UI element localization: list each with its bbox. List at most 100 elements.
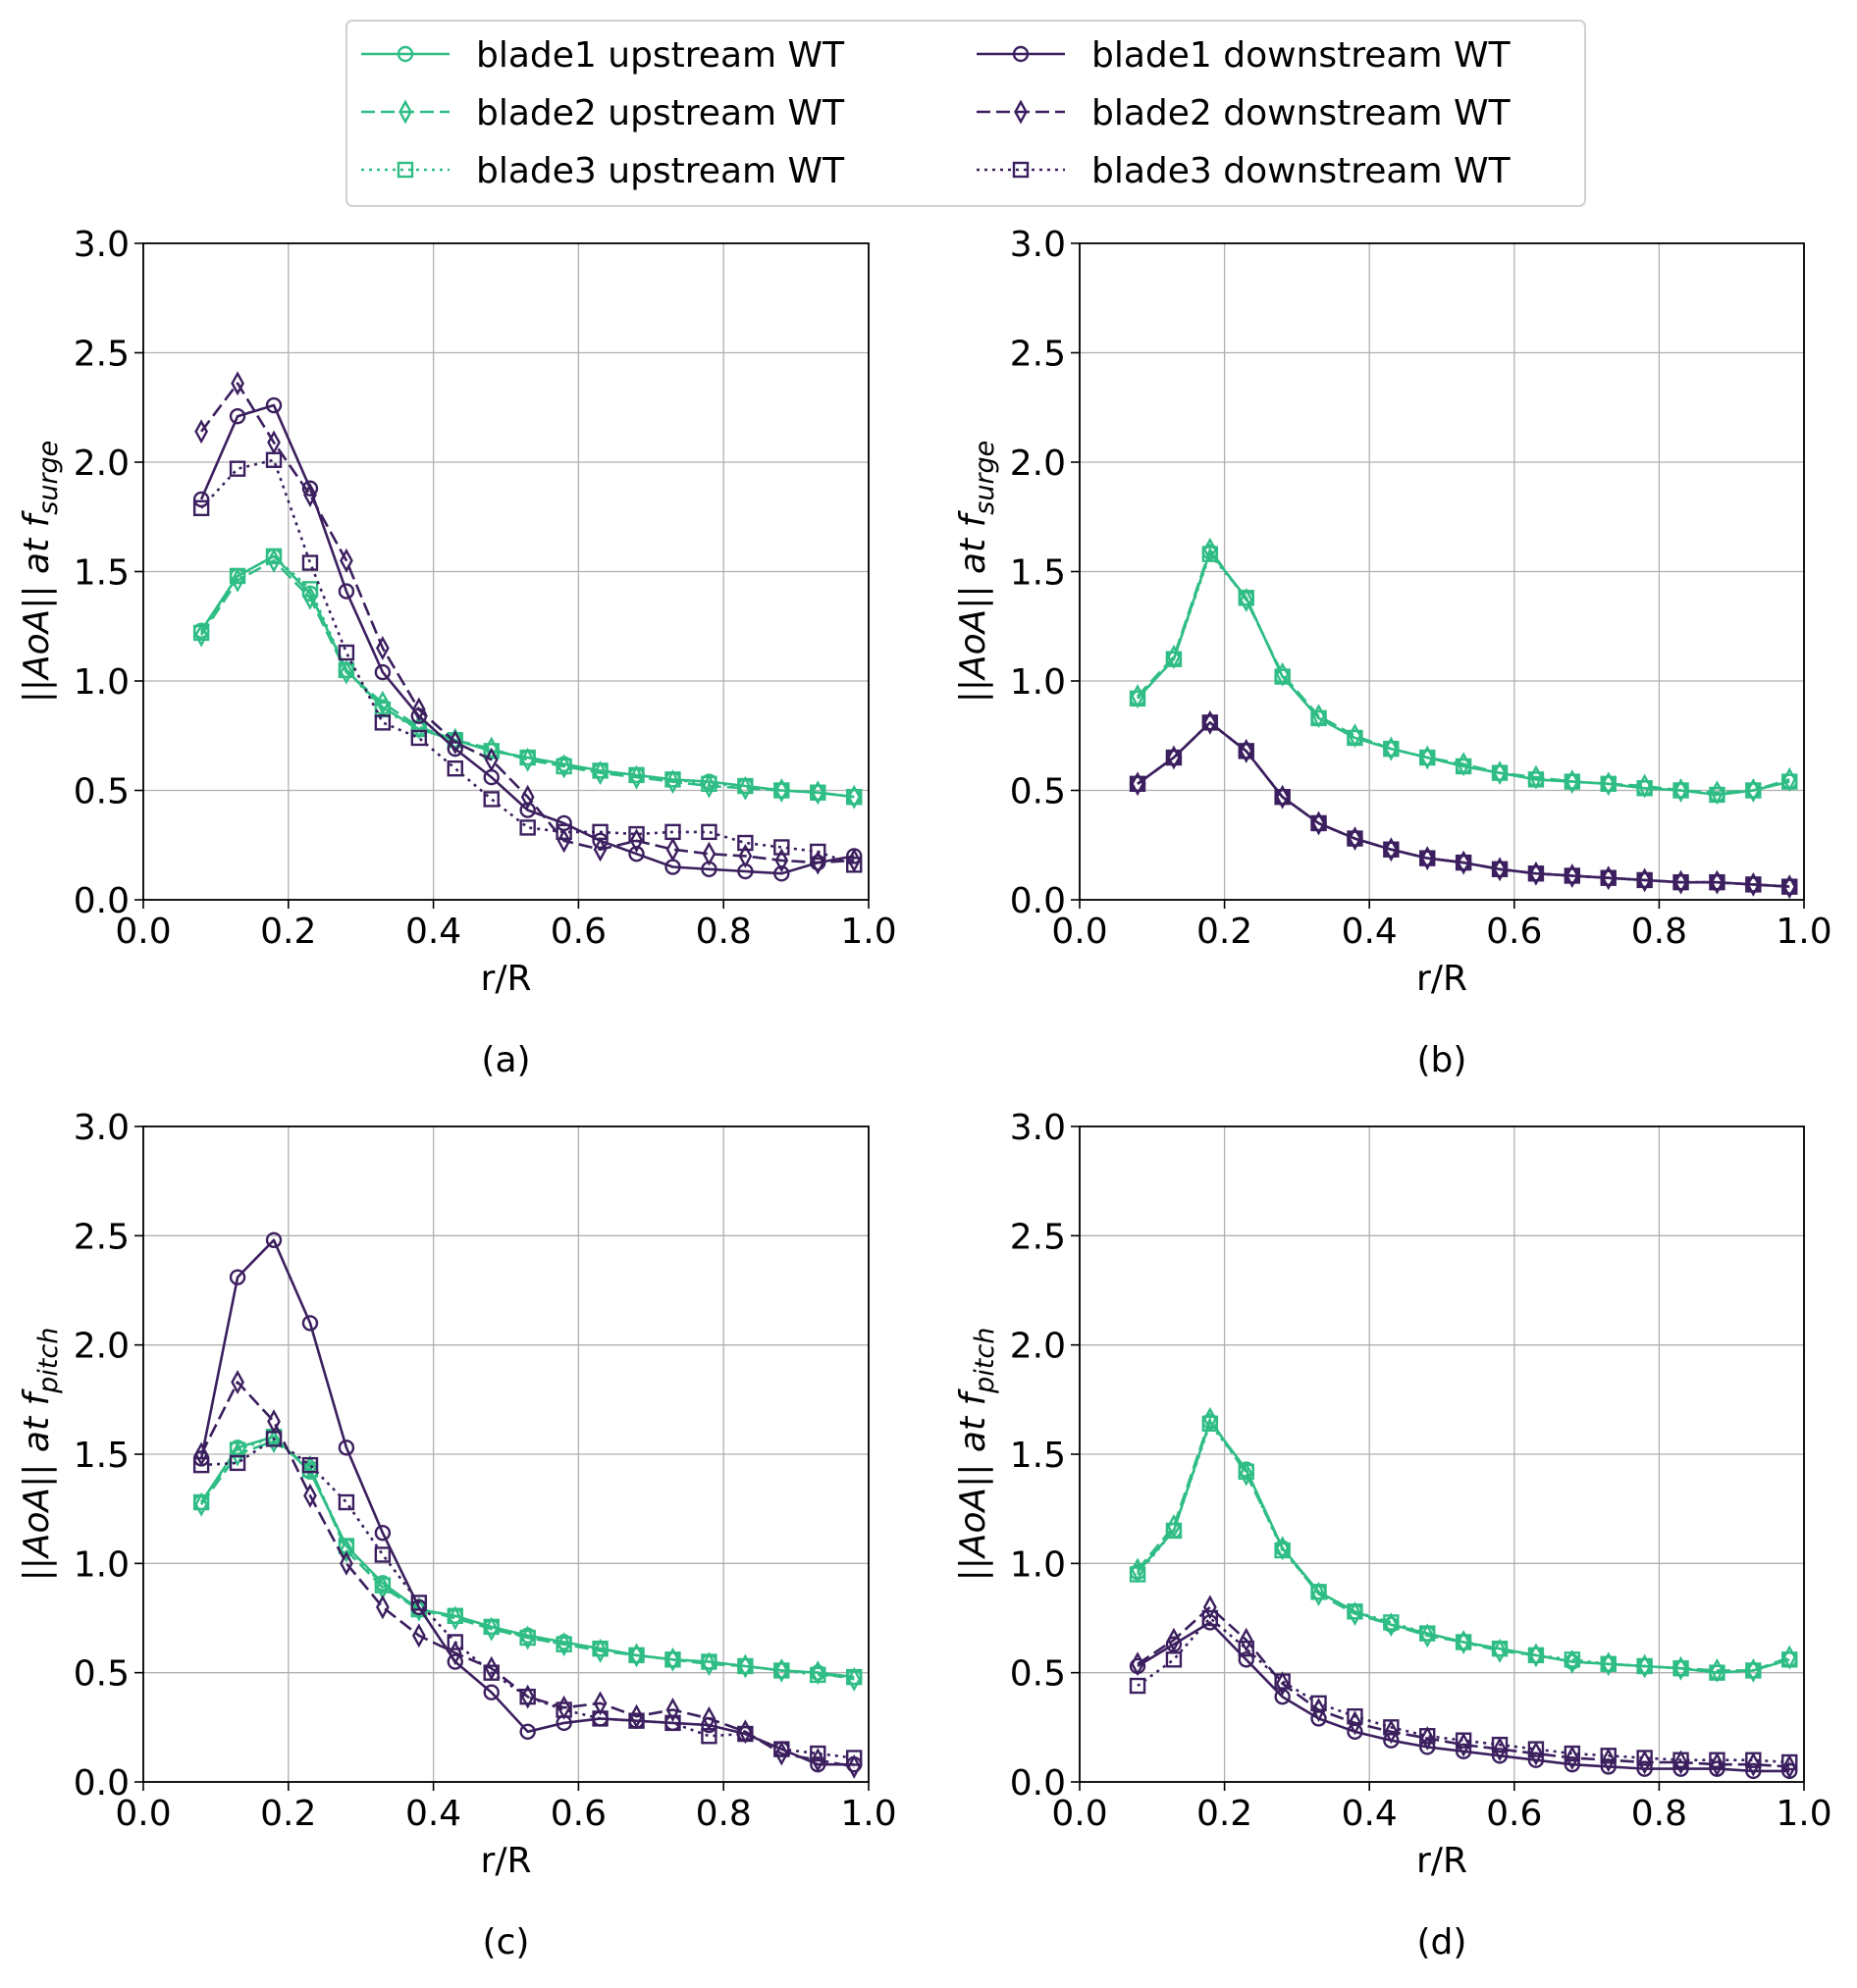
marker xyxy=(1347,1723,1363,1740)
marker xyxy=(229,460,246,477)
marker xyxy=(738,1653,753,1679)
y-tick-label: 3.0 xyxy=(1010,225,1066,265)
marker xyxy=(1131,771,1144,797)
series-line xyxy=(201,1438,855,1759)
legend-box xyxy=(345,20,1586,207)
marker xyxy=(1672,1752,1689,1768)
marker xyxy=(1672,873,1689,891)
marker xyxy=(192,624,210,642)
y-tick-label: 1.0 xyxy=(1010,1544,1066,1585)
marker xyxy=(702,1651,716,1677)
marker xyxy=(737,834,754,852)
marker xyxy=(267,1429,281,1454)
y-tick-label: 1.5 xyxy=(74,1436,130,1476)
marker xyxy=(1420,846,1435,871)
marker xyxy=(1565,769,1579,795)
marker xyxy=(1419,1625,1436,1642)
y-tick-label: 1.5 xyxy=(1010,1436,1066,1476)
y-tick-label: 1.0 xyxy=(1010,662,1066,703)
marker xyxy=(1238,1640,1254,1657)
marker xyxy=(1527,771,1545,788)
axes-frame xyxy=(1079,1125,1805,1783)
marker xyxy=(1165,651,1183,667)
marker xyxy=(1202,709,1217,735)
y-tick-label: 2.5 xyxy=(1010,335,1066,375)
marker xyxy=(665,1647,680,1672)
x-tick-label: 0.8 xyxy=(1631,1794,1687,1834)
marker xyxy=(265,396,283,414)
x-tick-label: 0.8 xyxy=(696,1794,752,1834)
y-tick-label: 2.5 xyxy=(74,1217,130,1257)
marker xyxy=(592,832,609,849)
axes-frame xyxy=(142,242,870,901)
marker xyxy=(192,1456,210,1474)
marker xyxy=(397,45,414,63)
marker xyxy=(483,743,500,759)
y-tick-label: 3.0 xyxy=(74,225,130,265)
marker xyxy=(1565,863,1579,888)
marker xyxy=(374,1577,392,1594)
marker xyxy=(484,747,499,772)
marker xyxy=(1311,811,1326,836)
marker xyxy=(340,1550,353,1576)
marker xyxy=(557,1632,571,1657)
marker xyxy=(1202,1595,1217,1620)
marker xyxy=(1745,1752,1762,1768)
marker xyxy=(1565,1746,1579,1770)
marker xyxy=(1383,1719,1400,1736)
marker xyxy=(410,1595,428,1611)
marker xyxy=(1012,45,1030,63)
y-tick-label: 0.5 xyxy=(1010,1654,1066,1695)
marker xyxy=(194,1491,208,1517)
marker xyxy=(1672,782,1689,799)
y-axis-label: ||AoA|| at fpitch xyxy=(953,1328,1000,1582)
marker xyxy=(1709,1664,1725,1681)
panel: 0.0 0.2 0.4 0.6 0.8 1.0 0.0 0.5 1.0 1.5 2.0 2.5 3.0 r… xyxy=(953,225,1832,1080)
x-tick-label: 0.0 xyxy=(1051,1794,1107,1834)
marker xyxy=(664,1714,681,1732)
marker xyxy=(1420,745,1435,770)
marker xyxy=(701,1728,717,1745)
marker xyxy=(1239,1627,1253,1652)
marker xyxy=(1347,830,1363,847)
marker xyxy=(338,644,355,661)
marker xyxy=(1274,788,1291,806)
marker xyxy=(1491,861,1509,877)
marker xyxy=(1673,778,1688,803)
marker xyxy=(1384,1612,1399,1638)
marker xyxy=(1311,1698,1326,1723)
marker xyxy=(1310,1695,1327,1712)
x-tick-label: 0.4 xyxy=(405,1794,461,1834)
marker xyxy=(556,823,572,841)
y-tick-label: 2.0 xyxy=(1010,444,1066,484)
marker xyxy=(519,1629,536,1647)
marker xyxy=(702,773,716,799)
marker xyxy=(1238,1651,1254,1668)
marker xyxy=(1348,1710,1362,1736)
marker xyxy=(1383,841,1400,858)
x-tick-label: 1.0 xyxy=(1776,1794,1831,1834)
y-tick-label: 1.5 xyxy=(1010,553,1066,594)
marker xyxy=(1745,782,1762,799)
y-tick-label: 0.0 xyxy=(1010,1763,1066,1804)
marker xyxy=(231,371,244,396)
marker xyxy=(229,1454,246,1472)
marker xyxy=(447,1634,463,1650)
marker xyxy=(1529,861,1543,886)
marker xyxy=(1600,869,1617,886)
marker xyxy=(1311,1582,1326,1606)
y-tick-label: 2.5 xyxy=(1010,1217,1066,1257)
x-tick-label: 0.4 xyxy=(405,912,461,952)
y-tick-label: 1.0 xyxy=(74,1544,130,1585)
marker xyxy=(1384,736,1399,761)
marker xyxy=(1491,764,1509,781)
marker xyxy=(303,585,317,610)
x-tick-label: 0.4 xyxy=(1342,912,1398,952)
marker xyxy=(1384,837,1399,863)
marker xyxy=(301,554,319,571)
marker xyxy=(1745,1762,1762,1780)
marker xyxy=(519,1723,536,1740)
x-tick-label: 0.2 xyxy=(1196,912,1252,952)
marker xyxy=(847,784,862,810)
y-tick-label: 2.0 xyxy=(74,444,130,484)
